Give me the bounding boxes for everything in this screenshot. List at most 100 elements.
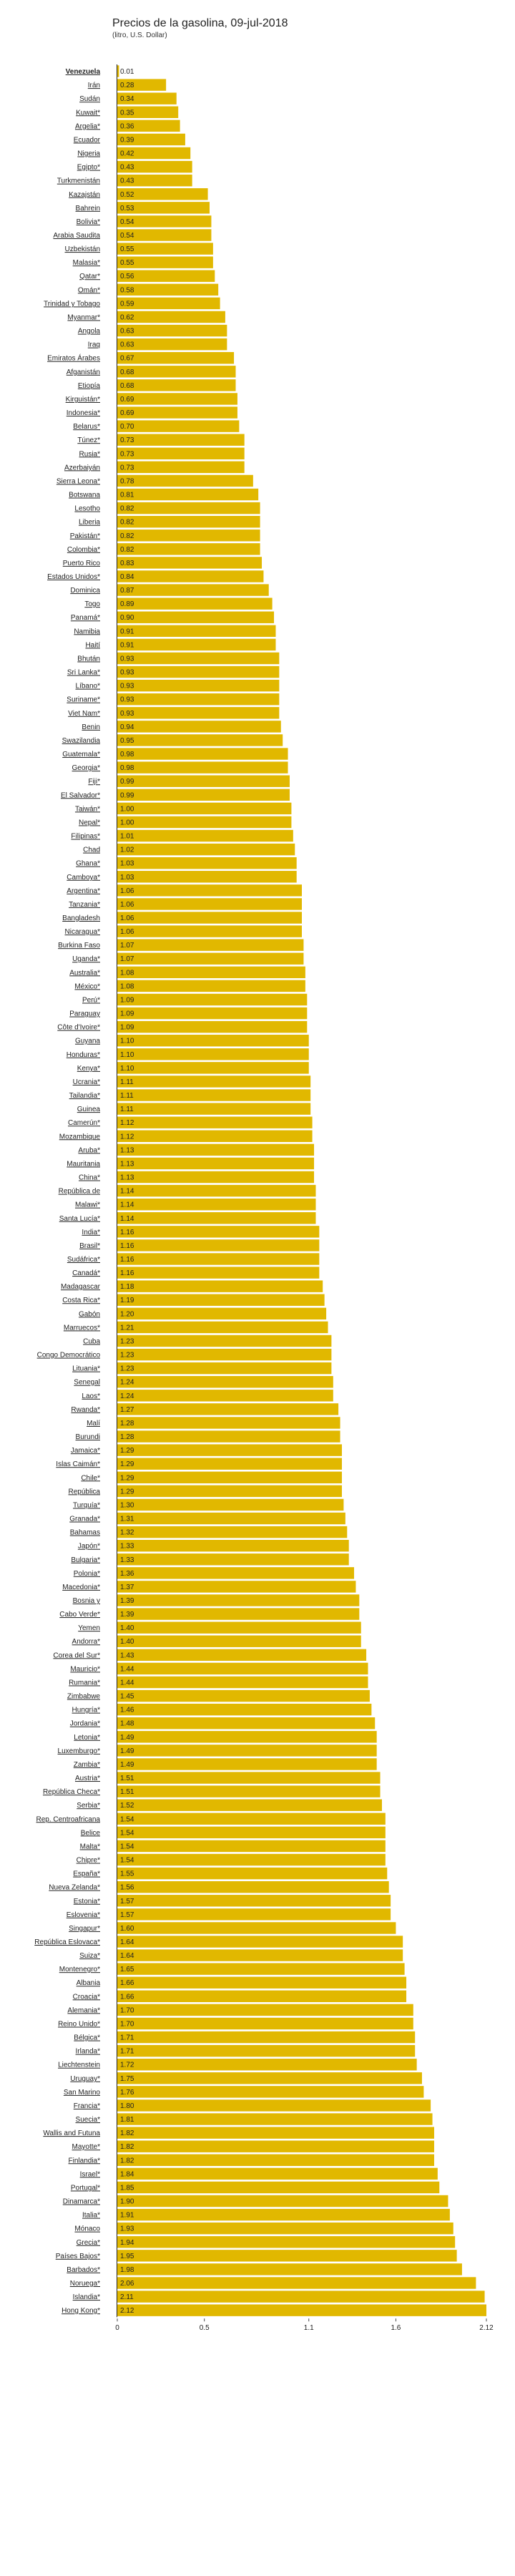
- bar: [117, 1594, 360, 1606]
- bar: [117, 1075, 311, 1088]
- category-label: Tailandia*: [69, 1092, 100, 1100]
- value-label: 0.69: [120, 396, 134, 404]
- category-label: Côte d'Ivoire*: [57, 1024, 100, 1032]
- value-label: 1.09: [120, 996, 134, 1004]
- x-tick-label: 1.6: [391, 2324, 401, 2332]
- value-label: 0.53: [120, 205, 134, 213]
- value-label: 1.98: [120, 2266, 134, 2274]
- value-label: 0.89: [120, 600, 134, 608]
- value-label: 1.51: [120, 1788, 134, 1796]
- bar: [117, 324, 227, 337]
- category-label: Nigeria: [77, 150, 100, 158]
- bar: [117, 912, 302, 924]
- category-label: Serbia*: [77, 1802, 100, 1810]
- category-label: Turquía*: [73, 1501, 100, 1509]
- value-label: 0.82: [120, 546, 134, 554]
- bar: [117, 2127, 434, 2139]
- value-label: 1.52: [120, 1802, 134, 1810]
- category-label: Túnez*: [77, 436, 100, 444]
- bar: [117, 160, 192, 173]
- bar: [117, 1745, 377, 1757]
- bar: [117, 1471, 342, 1483]
- category-label: Barbados*: [67, 2266, 100, 2274]
- bar: [117, 1772, 381, 1784]
- bar: [117, 802, 292, 815]
- category-label: Islandia*: [73, 2293, 100, 2301]
- category-label: Panamá*: [71, 614, 100, 622]
- value-label: 1.82: [120, 2129, 134, 2137]
- category-label: Polonia*: [74, 1570, 100, 1578]
- bar: [117, 229, 212, 241]
- bar: [117, 1976, 407, 1989]
- category-label: Liechtenstein: [58, 2062, 100, 2069]
- value-label: 1.82: [120, 2143, 134, 2151]
- category-label: Corea del Sur*: [53, 1652, 100, 1659]
- value-label: 1.19: [120, 1297, 134, 1304]
- category-label: Hungría*: [72, 1707, 101, 1714]
- value-label: 1.06: [120, 928, 134, 936]
- category-label: Camboya*: [67, 874, 100, 882]
- category-label: Benin: [82, 723, 100, 731]
- bar: [117, 311, 225, 323]
- value-label: 1.33: [120, 1556, 134, 1564]
- category-label: Camerún*: [68, 1119, 100, 1127]
- value-label: 0.42: [120, 150, 134, 158]
- bar: [117, 1880, 389, 1893]
- value-label: 1.75: [120, 2075, 134, 2083]
- bar: [117, 2004, 413, 2016]
- bar: [117, 884, 302, 897]
- bar: [117, 638, 276, 651]
- value-label: 0.39: [120, 136, 134, 144]
- value-label: 1.02: [120, 847, 134, 854]
- value-label: 0.93: [120, 669, 134, 677]
- value-label: 1.11: [120, 1106, 134, 1113]
- value-label: 1.46: [120, 1707, 134, 1714]
- value-label: 0.99: [120, 778, 134, 786]
- category-label: Uruguay*: [70, 2075, 100, 2083]
- value-label: 0.55: [120, 259, 134, 267]
- bar: [117, 557, 263, 569]
- value-label: 1.13: [120, 1160, 134, 1168]
- category-label: Afganistán: [67, 369, 100, 376]
- category-label: Andorra*: [72, 1638, 101, 1646]
- bar: [117, 366, 236, 378]
- value-label: 1.29: [120, 1488, 134, 1496]
- category-label: Belarus*: [73, 423, 100, 431]
- bar: [117, 2304, 486, 2316]
- value-label: 0.91: [120, 628, 134, 635]
- bar: [117, 980, 305, 992]
- category-label: Cuba: [83, 1337, 100, 1345]
- value-label: 1.10: [120, 1051, 134, 1059]
- bar: [117, 1362, 332, 1375]
- category-label: Swazilandia: [62, 737, 101, 745]
- category-label: Reino Unido*: [58, 2020, 100, 2028]
- category-label: Ecuador: [74, 136, 101, 144]
- bar: [117, 202, 210, 214]
- bar: [117, 1949, 403, 1961]
- category-label: Laos*: [82, 1392, 100, 1400]
- value-label: 1.14: [120, 1215, 134, 1223]
- value-label: 1.81: [120, 2116, 134, 2124]
- value-label: 0.95: [120, 737, 134, 745]
- bar: [117, 2277, 476, 2289]
- category-label: Jordania*: [70, 1720, 100, 1728]
- value-label: 1.13: [120, 1174, 134, 1182]
- bar: [117, 761, 288, 774]
- value-label: 1.36: [120, 1570, 134, 1578]
- value-label: 1.66: [120, 1979, 134, 1987]
- category-label: Albania: [77, 1979, 101, 1987]
- bar: [117, 2195, 448, 2207]
- value-label: 1.94: [120, 2239, 134, 2247]
- category-label: Kirguistán*: [66, 396, 100, 404]
- category-label: Malta*: [80, 1843, 100, 1850]
- value-label: 1.08: [120, 969, 134, 977]
- bar: [117, 447, 245, 459]
- bar: [117, 2031, 416, 2044]
- category-label: Burkina Faso: [58, 942, 100, 950]
- value-label: 1.54: [120, 1829, 134, 1837]
- value-label: 1.95: [120, 2253, 134, 2260]
- value-label: 1.39: [120, 1597, 134, 1605]
- category-label: Guatemala*: [62, 751, 100, 758]
- value-label: 0.54: [120, 218, 134, 226]
